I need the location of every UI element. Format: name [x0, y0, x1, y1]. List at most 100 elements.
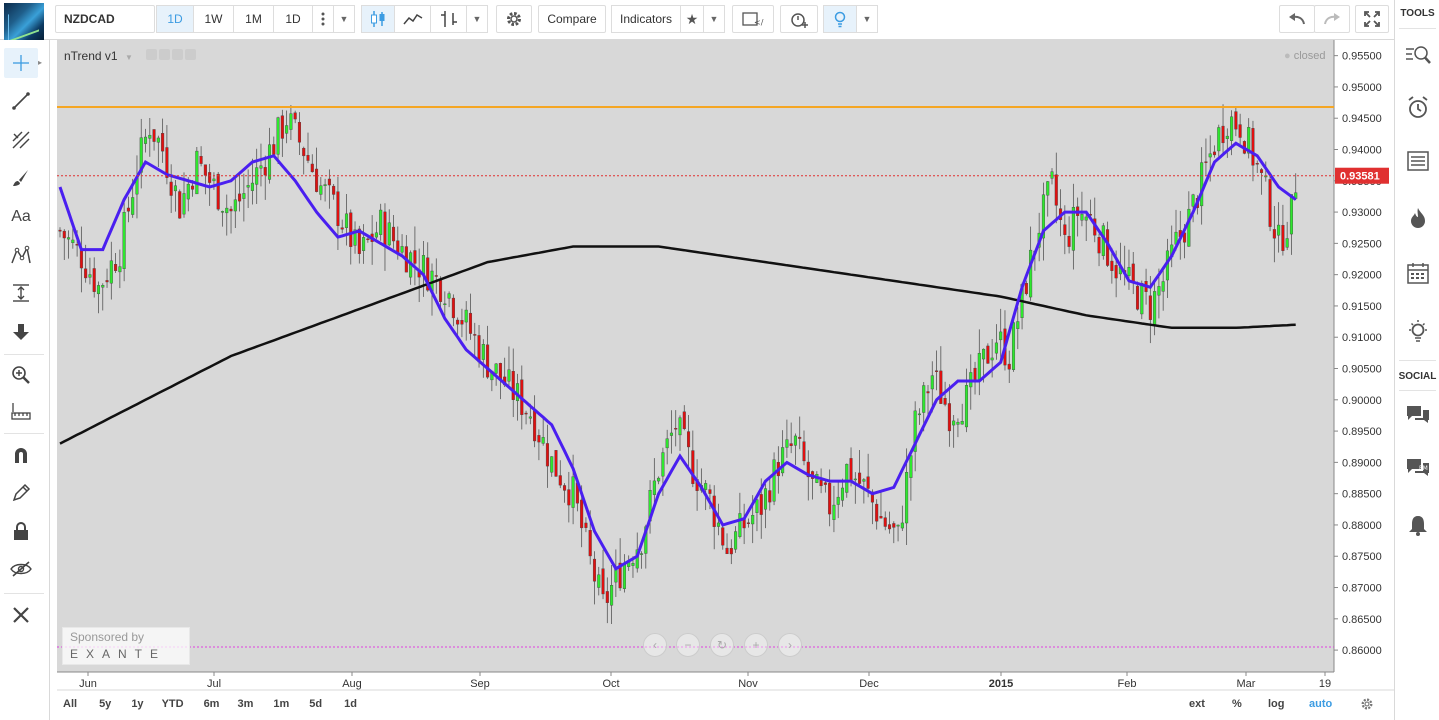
add-alert-icon[interactable]	[780, 5, 818, 33]
script-editor-icon[interactable]: </>	[732, 5, 774, 33]
candle-down	[1067, 235, 1071, 247]
indicator-legend[interactable]: nTrend v1 ▼	[64, 49, 197, 63]
style-dropdown-icon[interactable]: ▼	[466, 5, 488, 33]
percent-toggle[interactable]: %	[1232, 698, 1242, 710]
crosshair-icon[interactable]	[4, 48, 38, 78]
indicator-dropdown-icon[interactable]: ▼	[124, 53, 133, 62]
candle-down	[721, 527, 725, 546]
remove-tools-icon[interactable]	[4, 600, 38, 630]
text-tool-icon[interactable]: Aa	[11, 208, 31, 225]
candle-down	[802, 441, 806, 462]
trend-line-icon[interactable]	[4, 86, 38, 116]
zoom-out-icon[interactable]: −	[676, 633, 700, 657]
remove-indicator-icon[interactable]	[185, 49, 197, 60]
chart-svg[interactable]: 0.955000.950000.945000.940000.935000.930…	[50, 40, 1394, 720]
search-icon[interactable]	[1403, 40, 1433, 70]
interval-button-1m[interactable]: 1M	[233, 5, 274, 33]
interval-button-active[interactable]: 1D	[156, 5, 194, 33]
favorites-star-icon[interactable]: ★	[680, 5, 704, 33]
scroll-left-icon[interactable]: ‹	[643, 633, 667, 657]
candle-up	[772, 459, 776, 502]
range-1m[interactable]: 1m	[273, 698, 290, 710]
alarm-clock-icon[interactable]	[1403, 93, 1433, 123]
candle-up	[900, 522, 904, 529]
candle-up	[507, 369, 511, 382]
zoom-in-icon[interactable]	[4, 360, 38, 390]
range-3m[interactable]: 3m	[237, 698, 254, 710]
notifications-bell-icon[interactable]	[1403, 510, 1433, 540]
private-chat-icon[interactable]: PM	[1403, 453, 1433, 483]
ideas-lightbulb-icon[interactable]	[823, 5, 857, 33]
watchlist-icon[interactable]	[1403, 146, 1433, 176]
undo-icon[interactable]	[1279, 5, 1315, 33]
arrow-down-icon[interactable]	[4, 317, 38, 347]
candle-up	[122, 211, 126, 269]
bars-style-icon[interactable]	[430, 5, 467, 33]
format-icon[interactable]	[159, 49, 171, 60]
hotlist-flame-icon[interactable]	[1403, 203, 1433, 233]
candle-down	[327, 178, 331, 186]
range-5d[interactable]: 5d	[309, 698, 323, 710]
pattern-tool-icon[interactable]	[4, 240, 38, 270]
ideas-group: ▼	[823, 5, 878, 33]
interval-dropdown-icon[interactable]: ▼	[333, 5, 355, 33]
range-5y[interactable]: 5y	[99, 698, 112, 710]
sponsor-badge[interactable]: Sponsored by EXANTE	[62, 627, 190, 665]
redo-icon[interactable]	[1314, 5, 1350, 33]
crosshair-expand-icon[interactable]: ▸	[38, 58, 43, 67]
candle-up	[118, 266, 122, 273]
visibility-icon[interactable]	[146, 49, 158, 60]
y-tick-label: 0.86500	[1342, 614, 1382, 626]
candle-up	[447, 293, 451, 299]
ruler-icon[interactable]	[4, 396, 38, 426]
measure-tool-icon[interactable]	[4, 278, 38, 308]
ideas-dropdown-icon[interactable]: ▼	[856, 5, 878, 33]
source-icon[interactable]	[172, 49, 184, 60]
scroll-right-icon[interactable]: ›	[778, 633, 802, 657]
ideas-bulb-icon[interactable]	[1403, 316, 1433, 346]
hide-drawings-icon[interactable]	[4, 554, 38, 584]
auto-toggle[interactable]: auto	[1309, 698, 1333, 710]
chat-icon[interactable]	[1403, 400, 1433, 430]
candle-up	[374, 232, 378, 238]
candle-down	[618, 562, 622, 589]
candle-down	[858, 472, 862, 484]
candle-up	[1041, 194, 1045, 239]
interval-button-1d[interactable]: 1D	[273, 5, 313, 33]
candles-style-icon[interactable]	[361, 5, 395, 33]
indicators-dropdown-icon[interactable]: ▼	[703, 5, 725, 33]
more-intervals-icon[interactable]	[312, 5, 334, 33]
settings-gear-icon[interactable]	[496, 5, 532, 33]
interval-button-1w[interactable]: 1W	[193, 5, 234, 33]
fib-tool-icon[interactable]	[4, 125, 38, 155]
candle-down	[297, 121, 301, 143]
chart-settings-icon[interactable]	[1360, 693, 1374, 715]
symbol-search-input[interactable]: NZDCAD	[55, 5, 155, 33]
ext-toggle[interactable]: ext	[1189, 698, 1205, 710]
calendar-icon[interactable]	[1403, 258, 1433, 288]
candle-up	[665, 438, 669, 449]
fullscreen-icon[interactable]	[1355, 5, 1389, 33]
candle-up	[1161, 281, 1165, 292]
range-1d[interactable]: 1d	[344, 698, 357, 710]
candle-down	[947, 403, 951, 432]
indicators-button[interactable]: Indicators	[611, 5, 681, 33]
indicator-name: nTrend v1	[64, 49, 118, 63]
lock-icon[interactable]	[4, 516, 38, 546]
range-1y[interactable]: 1y	[131, 698, 144, 710]
x-tick-label: Mar	[1237, 678, 1256, 690]
range-6m[interactable]: 6m	[203, 698, 220, 710]
log-toggle[interactable]: log	[1268, 698, 1285, 710]
magnet-icon[interactable]	[4, 440, 38, 470]
app-logo[interactable]	[4, 3, 44, 43]
stay-in-drawing-icon[interactable]	[4, 478, 38, 508]
brush-icon[interactable]	[4, 163, 38, 193]
line-style-icon[interactable]	[394, 5, 431, 33]
reset-chart-icon[interactable]: ↻	[710, 633, 734, 657]
compare-button[interactable]: Compare	[538, 5, 606, 33]
zoom-in-nav-icon[interactable]: +	[744, 633, 768, 657]
range-all[interactable]: All	[63, 698, 78, 710]
chart-area[interactable]: 0.955000.950000.945000.940000.935000.930…	[50, 40, 1394, 720]
candle-down	[280, 115, 284, 139]
range-ytd[interactable]: YTD	[161, 698, 184, 710]
